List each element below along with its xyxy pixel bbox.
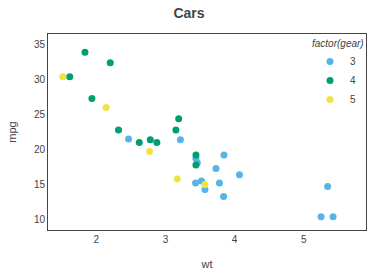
svg-text:5: 5 (350, 94, 356, 105)
svg-text:factor(gear): factor(gear) (312, 38, 364, 49)
svg-text:mpg: mpg (6, 121, 18, 142)
svg-text:4: 4 (232, 234, 238, 245)
svg-text:25: 25 (34, 109, 46, 120)
svg-text:30: 30 (34, 74, 46, 85)
svg-text:Cars: Cars (173, 5, 204, 21)
svg-text:3: 3 (163, 234, 169, 245)
svg-text:4: 4 (350, 75, 356, 86)
svg-text:15: 15 (34, 179, 46, 190)
svg-text:35: 35 (34, 39, 46, 50)
svg-text:20: 20 (34, 144, 46, 155)
svg-text:wt: wt (201, 258, 213, 270)
svg-text:2: 2 (94, 234, 100, 245)
svg-text:5: 5 (301, 234, 307, 245)
svg-text:3: 3 (350, 56, 356, 67)
svg-text:10: 10 (34, 214, 46, 225)
